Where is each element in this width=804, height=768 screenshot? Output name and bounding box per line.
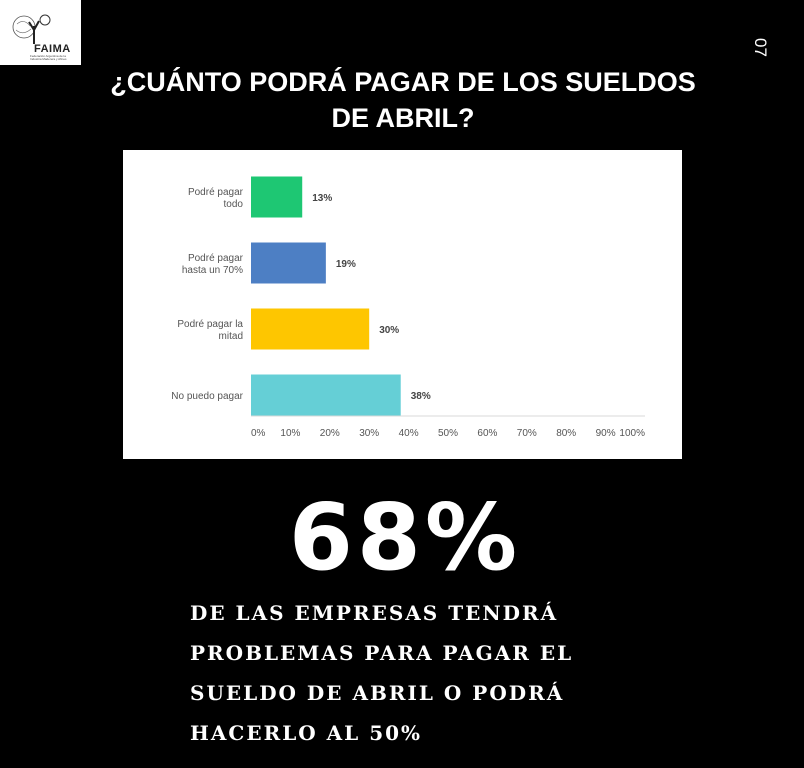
logo-name: FAIMA [34,43,71,55]
category-label-3-2: mitad [219,331,243,342]
x-tick-label-70: 70% [517,428,537,439]
x-tick-label-60: 60% [477,428,497,439]
x-tick-label-40: 40% [399,428,419,439]
description-line-1: DE LAS EMPRESAS TENDRÁ [190,601,559,625]
category-label-3-1: Podré pagar la [177,319,243,330]
bar-4 [251,374,401,416]
highlight-description: DE LAS EMPRESAS TENDRÁ PROBLEMAS PARA PA… [190,593,610,753]
x-tick-label-20: 20% [320,428,340,439]
category-label-2-2: hasta un 70% [182,265,243,276]
title-line-2: DE ABRIL? [331,103,475,133]
bar-1 [251,176,303,218]
bar-value-label-3: 30% [379,325,399,336]
category-label-1-2: todo [224,199,244,210]
x-tick-label-80: 80% [556,428,576,439]
x-tick-label-100: 100% [619,428,645,439]
faima-logo: FAIMA Federación Argentina de la Industr… [0,0,81,65]
title-line-1: ¿CUÁNTO PODRÁ PAGAR DE LOS SUELDOS [110,67,696,97]
tree-logo-icon [12,14,51,44]
chart-panel: 13% Podré pagar todo 19% Podré pagar hasta un… [123,150,682,459]
category-label-2-1: Podré pagar [188,253,244,264]
x-tick-label-30: 30% [359,428,379,439]
bar-3 [251,308,370,350]
x-tick-label-50: 50% [438,428,458,439]
category-label-1-1: Podré pagar [188,187,244,198]
description-line-2: PROBLEMAS PARA PAGAR EL [190,641,574,665]
bar-value-label-2: 19% [336,259,356,270]
category-label-4-1: No puedo pagar [171,391,243,402]
x-tick-label-0: 0% [251,428,266,439]
page-title: ¿CUÁNTO PODRÁ PAGAR DE LOS SUELDOS DE AB… [60,64,746,136]
description-line-3: SUELDO DE ABRIL O PODRÁ [190,681,565,705]
bar-value-label-1: 13% [312,193,332,204]
logo-tagline: Federación Argentina de la Industria Mad… [30,54,67,61]
page-number: 07 [751,38,770,57]
x-tick-label-10: 10% [280,428,300,439]
highlight-value: 68% [288,484,522,591]
x-tick-label-90: 90% [596,428,616,439]
bar-2 [251,242,326,284]
description-line-4: HACERLO AL 50% [190,721,423,745]
bar-value-label-4: 38% [411,391,431,402]
